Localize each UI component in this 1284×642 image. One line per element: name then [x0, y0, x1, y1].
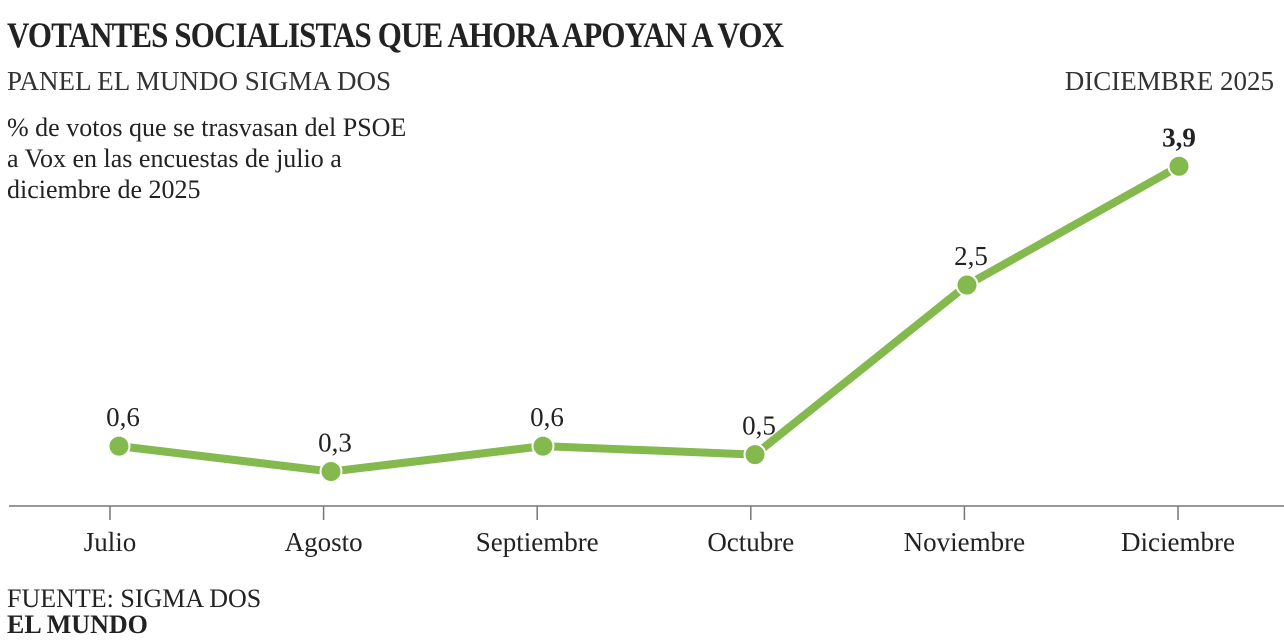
- x-tick-label: Julio: [84, 527, 137, 557]
- series-line: [118, 162, 1181, 476]
- data-label: 0,6: [530, 402, 564, 432]
- data-point: [531, 434, 555, 458]
- x-tick-label: Noviembre: [904, 527, 1025, 557]
- date-label: DICIEMBRE 2025: [1064, 66, 1274, 96]
- data-point: [1167, 154, 1191, 178]
- data-label: 2,5: [954, 241, 988, 271]
- data-point: [107, 434, 131, 458]
- x-tick-label: Agosto: [285, 527, 363, 557]
- chart-title: VOTANTES SOCIALISTAS QUE AHORA APOYAN A …: [7, 15, 784, 55]
- x-tick-label: Diciembre: [1121, 527, 1235, 557]
- x-tick-label: Octubre: [707, 527, 794, 557]
- data-point: [743, 443, 767, 467]
- source-note: FUENTE: SIGMA DOS: [7, 584, 262, 613]
- x-tick-label: Septiembre: [476, 527, 599, 557]
- data-label: 0,6: [106, 402, 140, 432]
- brand-logo: EL MUNDO: [7, 610, 148, 639]
- chart-description: % de votos que se trasvasan del PSOE a V…: [7, 113, 407, 204]
- data-point: [955, 273, 979, 297]
- data-label: 0,3: [318, 428, 352, 458]
- chart-subtitle: PANEL EL MUNDO SIGMA DOS: [7, 66, 392, 96]
- data-label: 0,5: [742, 411, 776, 441]
- data-label: 3,9: [1162, 122, 1196, 152]
- data-point: [319, 460, 343, 484]
